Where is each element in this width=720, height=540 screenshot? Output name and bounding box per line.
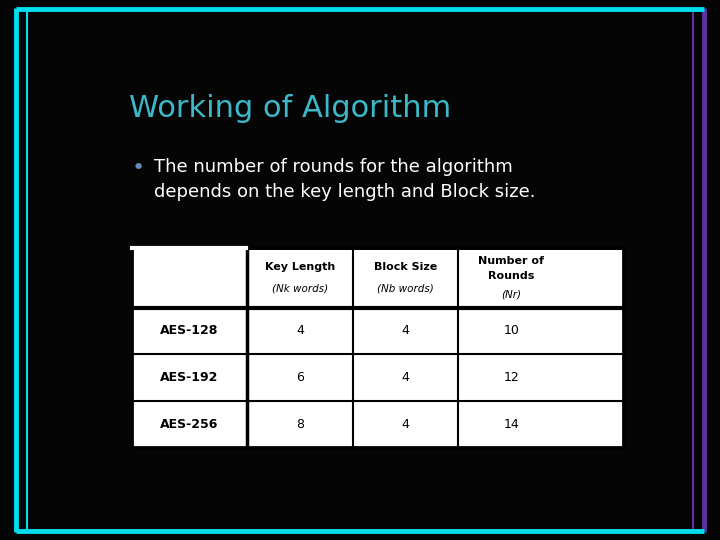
Text: AES-128: AES-128 [161, 325, 219, 338]
Text: (Nk words): (Nk words) [272, 283, 328, 293]
Text: Working of Algorithm: Working of Algorithm [129, 94, 451, 123]
Text: 12: 12 [503, 371, 519, 384]
Text: AES-192: AES-192 [161, 371, 219, 384]
Text: 4: 4 [402, 417, 410, 430]
Text: (Nr): (Nr) [501, 289, 521, 299]
Text: 10: 10 [503, 325, 519, 338]
Text: 6: 6 [296, 371, 304, 384]
Text: AES-256: AES-256 [161, 417, 219, 430]
Text: 14: 14 [503, 417, 519, 430]
Text: (Nb words): (Nb words) [377, 283, 434, 293]
Text: 4: 4 [402, 371, 410, 384]
Text: Number of: Number of [478, 256, 544, 266]
Text: •: • [132, 158, 145, 178]
Text: Key Length: Key Length [265, 262, 335, 272]
Text: The number of rounds for the algorithm
depends on the key length and Block size.: The number of rounds for the algorithm d… [154, 158, 536, 201]
Text: 8: 8 [296, 417, 304, 430]
Text: Rounds: Rounds [488, 271, 534, 281]
Text: 4: 4 [296, 325, 304, 338]
Text: Block Size: Block Size [374, 262, 437, 272]
Bar [132, 248, 623, 447]
Text: 4: 4 [402, 325, 410, 338]
